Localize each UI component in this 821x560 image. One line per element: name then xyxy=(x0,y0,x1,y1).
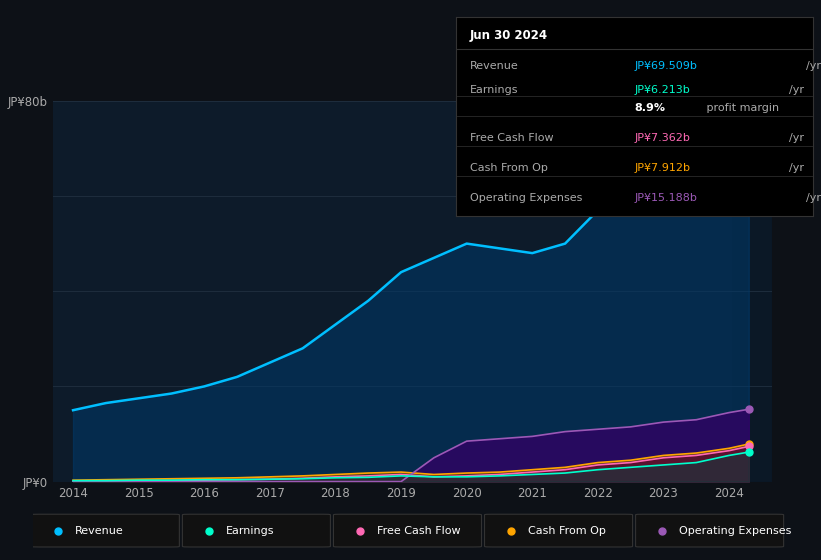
Text: Earnings: Earnings xyxy=(470,85,518,95)
Text: JP¥15.188b: JP¥15.188b xyxy=(635,193,697,203)
Bar xyxy=(732,101,772,482)
Text: 8.9%: 8.9% xyxy=(635,103,665,113)
Text: Revenue: Revenue xyxy=(75,526,123,535)
Text: profit margin: profit margin xyxy=(703,103,779,113)
FancyBboxPatch shape xyxy=(333,514,481,547)
Text: Operating Expenses: Operating Expenses xyxy=(679,526,791,535)
Text: /yr: /yr xyxy=(788,85,804,95)
FancyBboxPatch shape xyxy=(182,514,330,547)
Text: Cash From Op: Cash From Op xyxy=(528,526,605,535)
Text: JP¥7.912b: JP¥7.912b xyxy=(635,163,690,173)
Point xyxy=(742,447,755,456)
Text: /yr: /yr xyxy=(788,133,804,143)
Point xyxy=(742,146,755,155)
Text: JP¥69.509b: JP¥69.509b xyxy=(635,60,697,71)
Point xyxy=(742,442,755,451)
FancyBboxPatch shape xyxy=(635,514,783,547)
Text: Operating Expenses: Operating Expenses xyxy=(470,193,582,203)
Text: /yr: /yr xyxy=(788,163,804,173)
Text: /yr: /yr xyxy=(805,60,821,71)
FancyBboxPatch shape xyxy=(31,514,179,547)
FancyBboxPatch shape xyxy=(484,514,632,547)
Text: Free Cash Flow: Free Cash Flow xyxy=(377,526,460,535)
Text: Jun 30 2024: Jun 30 2024 xyxy=(470,29,548,42)
Text: JP¥6.213b: JP¥6.213b xyxy=(635,85,690,95)
Text: /yr: /yr xyxy=(805,193,821,203)
Text: Revenue: Revenue xyxy=(470,60,519,71)
Point xyxy=(742,440,755,449)
Text: JP¥7.362b: JP¥7.362b xyxy=(635,133,690,143)
Point xyxy=(742,405,755,414)
Text: Free Cash Flow: Free Cash Flow xyxy=(470,133,553,143)
Text: Cash From Op: Cash From Op xyxy=(470,163,548,173)
Text: Earnings: Earnings xyxy=(226,526,274,535)
